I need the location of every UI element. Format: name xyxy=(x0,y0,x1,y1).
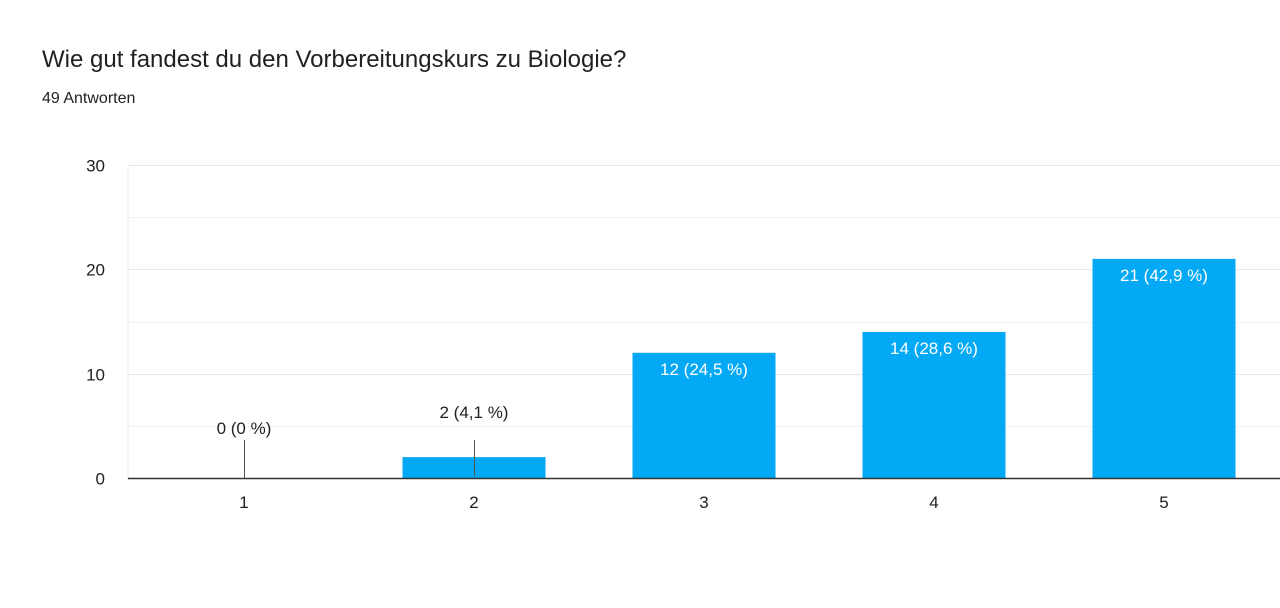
data-label-5: 21 (42,9 %) xyxy=(1120,266,1208,285)
x-tick-label: 1 xyxy=(239,493,248,512)
bar-3[interactable] xyxy=(632,352,776,478)
y-tick-label: 10 xyxy=(86,366,105,385)
bars xyxy=(402,258,1236,478)
data-labels: 0 (0 %) 2 (4,1 %) 12 (24,5 %) 14 (28,6 %) 21… xyxy=(217,266,1208,478)
x-axis-tick-labels: 1 2 3 4 5 xyxy=(239,493,1168,512)
x-tick-label: 5 xyxy=(1159,493,1168,512)
page-title: Wie gut fandest du den Vorbereitungskurs… xyxy=(42,46,627,73)
data-label-4: 14 (28,6 %) xyxy=(890,339,978,358)
x-tick-label: 3 xyxy=(699,493,708,512)
data-label-3: 12 (24,5 %) xyxy=(660,360,748,379)
data-label-1: 0 (0 %) xyxy=(217,419,272,438)
bar-5[interactable] xyxy=(1092,258,1236,478)
bar-4[interactable] xyxy=(862,331,1006,478)
y-tick-label: 30 xyxy=(86,157,105,176)
y-tick-label: 20 xyxy=(86,261,105,280)
data-label-2: 2 (4,1 %) xyxy=(440,403,509,422)
response-count: 49 Antworten xyxy=(42,90,136,107)
x-tick-label: 2 xyxy=(469,493,478,512)
x-tick-label: 4 xyxy=(929,493,938,512)
y-axis-tick-labels: 0 10 20 30 xyxy=(86,157,105,489)
y-tick-label: 0 xyxy=(96,470,105,489)
